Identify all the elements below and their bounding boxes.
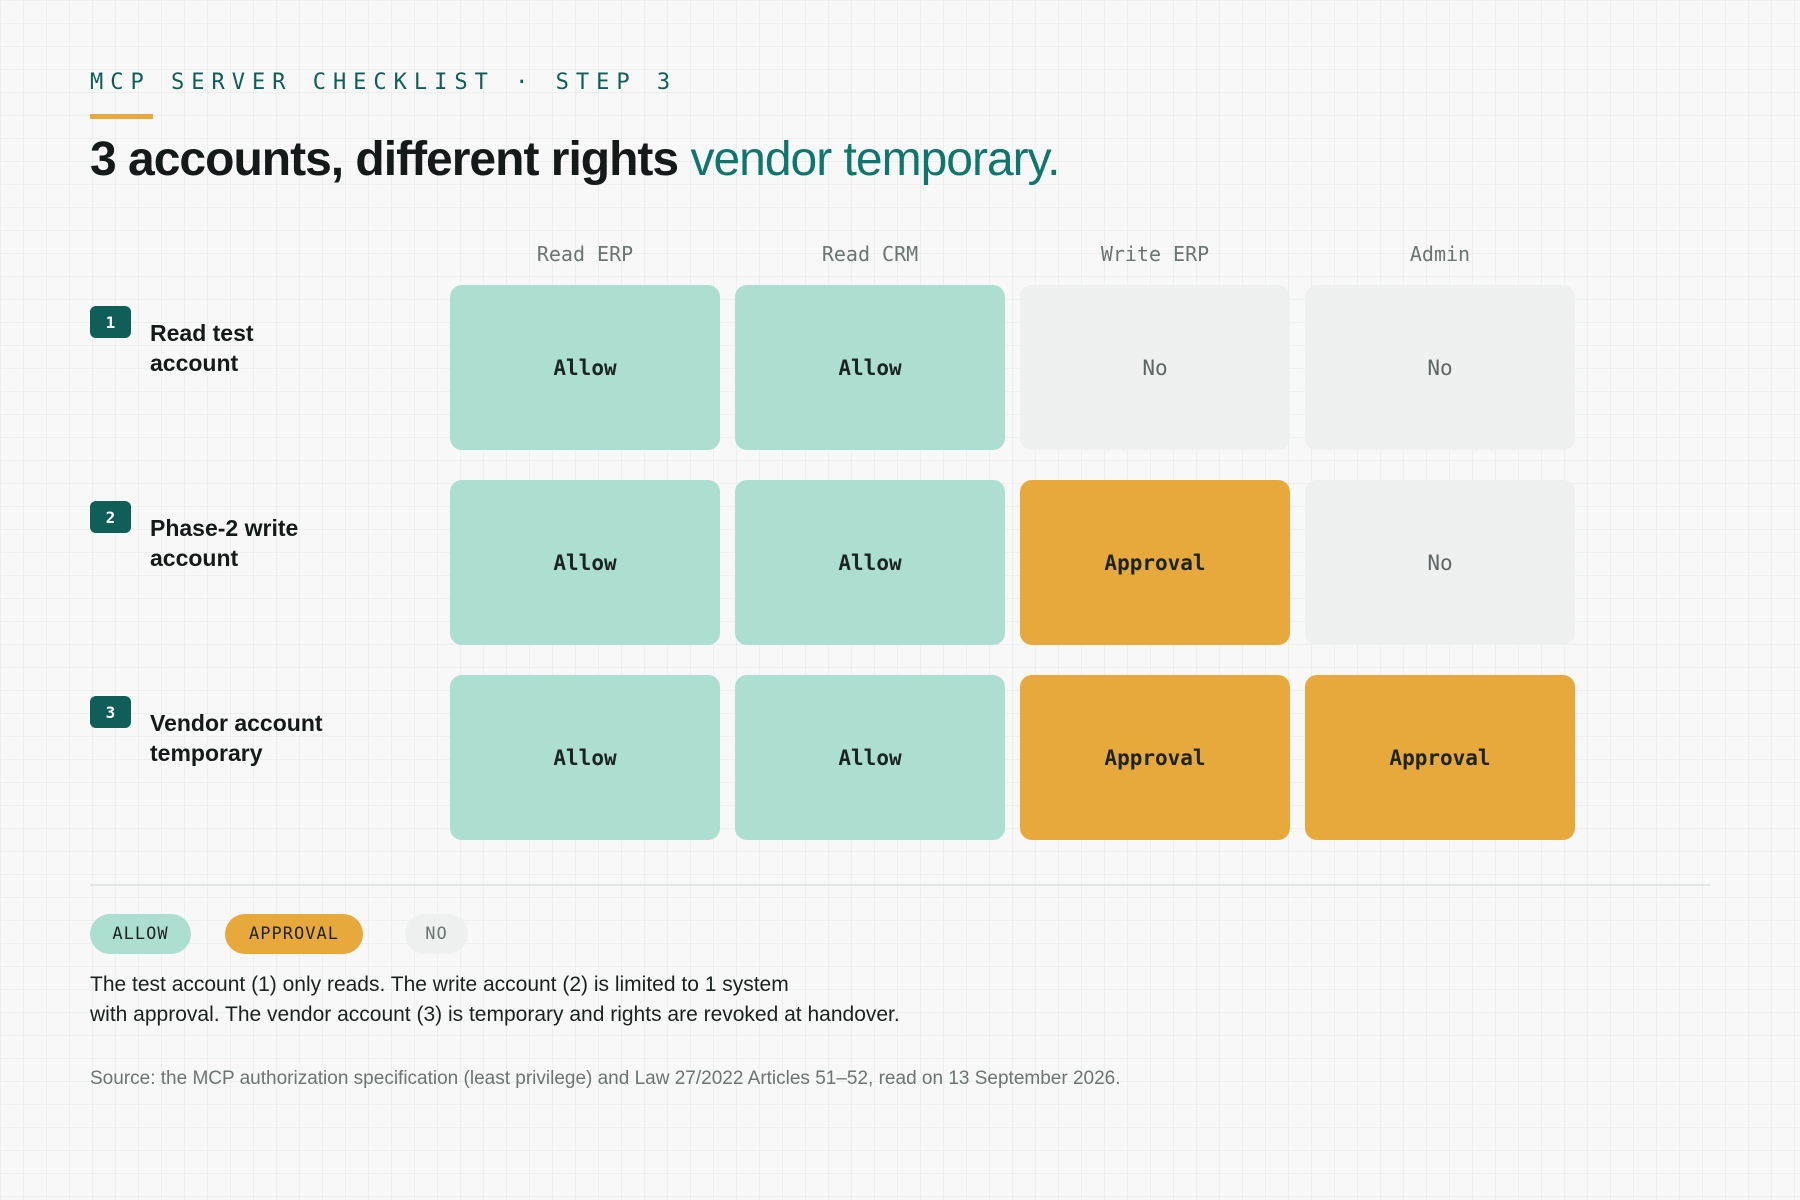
legend-pill-no: NO — [405, 914, 468, 954]
row-label-line: Phase-2 write — [150, 515, 299, 541]
row-label-phase2-write-account: Phase-2 write account — [150, 513, 410, 573]
legend-pill-allow: ALLOW — [90, 914, 191, 954]
matrix-cell: No — [1305, 480, 1575, 645]
column-header-write-erp: Write ERP — [1100, 242, 1210, 266]
matrix-cell: Allow — [735, 480, 1005, 645]
source-citation: Source: the MCP authorization specificat… — [90, 1068, 1121, 1089]
column-header-read-erp: Read ERP — [536, 242, 634, 266]
matrix-cell: No — [1305, 285, 1575, 450]
kicker-underline — [90, 114, 153, 119]
row-label-line: Read test — [150, 320, 254, 346]
matrix-cell: Approval — [1020, 675, 1290, 840]
column-header-admin: Admin — [1409, 242, 1471, 266]
row-label-line: temporary — [150, 740, 263, 766]
matrix-cell: Approval — [1305, 675, 1575, 840]
matrix-cell: Allow — [450, 285, 720, 450]
row-label-line: Vendor account — [150, 710, 323, 736]
row-label-read-test-account: Read test account — [150, 318, 410, 378]
row-number-badge: 1 — [90, 306, 131, 338]
row-label-line: account — [150, 350, 239, 376]
matrix-cell: No — [1020, 285, 1290, 450]
explanation-note: The test account (1) only reads. The wri… — [90, 970, 990, 1030]
matrix-cell: Allow — [735, 285, 1005, 450]
page-title-strong: 3 accounts, different rights — [90, 133, 679, 186]
note-line: The test account (1) only reads. The wri… — [90, 973, 789, 996]
matrix-cell: Approval — [1020, 480, 1290, 645]
legend-pill-approval: APPROVAL — [225, 914, 363, 954]
row-number-badge: 3 — [90, 696, 131, 728]
row-number-badge: 2 — [90, 501, 131, 533]
page-title: 3 accounts, different rights vendor temp… — [90, 130, 1060, 190]
matrix-cell: Allow — [450, 480, 720, 645]
divider — [90, 884, 1710, 886]
page-title-accent: vendor temporary. — [690, 133, 1060, 186]
column-header-read-crm: Read CRM — [821, 242, 919, 266]
row-label-vendor-account: Vendor account temporary — [150, 708, 410, 768]
section-kicker: MCP SERVER CHECKLIST · STEP 3 — [90, 70, 678, 95]
matrix-cell: Allow — [450, 675, 720, 840]
note-line: with approval. The vendor account (3) is… — [90, 1003, 900, 1026]
matrix-cell: Allow — [735, 675, 1005, 840]
row-label-line: account — [150, 545, 239, 571]
